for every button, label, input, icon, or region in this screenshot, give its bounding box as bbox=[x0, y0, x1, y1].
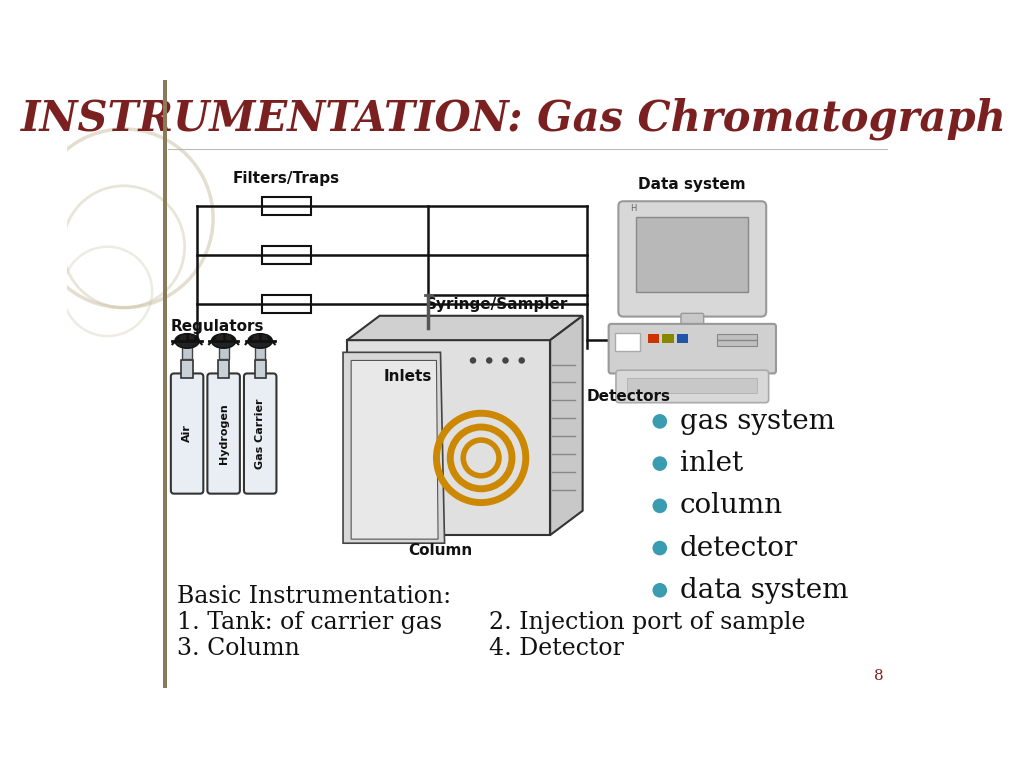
Polygon shape bbox=[351, 360, 438, 539]
Text: Basic Instrumentation:: Basic Instrumentation: bbox=[176, 585, 451, 608]
Text: detector: detector bbox=[680, 535, 799, 561]
FancyBboxPatch shape bbox=[219, 347, 228, 359]
Circle shape bbox=[652, 414, 667, 429]
FancyBboxPatch shape bbox=[262, 246, 310, 263]
FancyBboxPatch shape bbox=[681, 313, 703, 328]
FancyBboxPatch shape bbox=[182, 347, 191, 359]
Text: Syringe/Sampler: Syringe/Sampler bbox=[426, 296, 568, 312]
FancyBboxPatch shape bbox=[608, 324, 776, 373]
FancyBboxPatch shape bbox=[628, 379, 758, 393]
Polygon shape bbox=[550, 316, 583, 535]
Circle shape bbox=[652, 456, 667, 471]
Circle shape bbox=[502, 357, 509, 364]
Polygon shape bbox=[343, 353, 444, 543]
Text: column: column bbox=[680, 492, 783, 519]
Circle shape bbox=[486, 357, 493, 364]
FancyBboxPatch shape bbox=[218, 360, 229, 379]
FancyBboxPatch shape bbox=[244, 373, 276, 494]
Text: INSTRUMENTATION: Gas Chromatograph: INSTRUMENTATION: Gas Chromatograph bbox=[20, 98, 1007, 141]
Circle shape bbox=[652, 583, 667, 598]
FancyBboxPatch shape bbox=[616, 370, 769, 402]
Text: 1. Tank: of carrier gas: 1. Tank: of carrier gas bbox=[176, 611, 441, 634]
FancyBboxPatch shape bbox=[163, 80, 167, 688]
Text: Data system: Data system bbox=[639, 177, 746, 191]
Ellipse shape bbox=[175, 333, 200, 348]
Text: 2. Injection port of sample: 2. Injection port of sample bbox=[489, 611, 806, 634]
Text: data system: data system bbox=[680, 577, 849, 604]
Circle shape bbox=[518, 357, 525, 364]
Text: Gas Carrier: Gas Carrier bbox=[255, 399, 265, 468]
Text: H: H bbox=[630, 204, 636, 213]
FancyBboxPatch shape bbox=[615, 333, 640, 351]
Text: 3. Column: 3. Column bbox=[176, 637, 299, 660]
Text: gas system: gas system bbox=[680, 408, 836, 435]
Text: Hydrogen: Hydrogen bbox=[219, 403, 228, 464]
FancyBboxPatch shape bbox=[208, 373, 240, 494]
FancyBboxPatch shape bbox=[255, 347, 265, 359]
Text: Inlets: Inlets bbox=[384, 369, 432, 384]
FancyBboxPatch shape bbox=[618, 201, 766, 316]
FancyBboxPatch shape bbox=[647, 334, 659, 343]
Text: Column: Column bbox=[409, 543, 473, 558]
FancyBboxPatch shape bbox=[636, 217, 749, 292]
FancyBboxPatch shape bbox=[171, 373, 204, 494]
FancyBboxPatch shape bbox=[255, 360, 266, 379]
Text: 4. Detector: 4. Detector bbox=[489, 637, 624, 660]
FancyBboxPatch shape bbox=[717, 334, 758, 346]
FancyBboxPatch shape bbox=[262, 197, 310, 215]
Text: Air: Air bbox=[182, 425, 193, 442]
Circle shape bbox=[470, 357, 476, 364]
Text: inlet: inlet bbox=[680, 450, 743, 477]
Text: Regulators: Regulators bbox=[170, 319, 264, 333]
Ellipse shape bbox=[211, 333, 236, 348]
FancyBboxPatch shape bbox=[181, 360, 193, 379]
Circle shape bbox=[652, 541, 667, 555]
FancyBboxPatch shape bbox=[663, 334, 674, 343]
FancyBboxPatch shape bbox=[347, 340, 550, 535]
Circle shape bbox=[652, 498, 667, 513]
Text: Filters/Traps: Filters/Traps bbox=[232, 170, 340, 186]
FancyBboxPatch shape bbox=[262, 295, 310, 313]
Polygon shape bbox=[347, 316, 583, 340]
Text: Detectors: Detectors bbox=[587, 389, 671, 405]
Text: 8: 8 bbox=[873, 669, 883, 683]
Ellipse shape bbox=[248, 333, 272, 348]
FancyBboxPatch shape bbox=[677, 334, 688, 343]
